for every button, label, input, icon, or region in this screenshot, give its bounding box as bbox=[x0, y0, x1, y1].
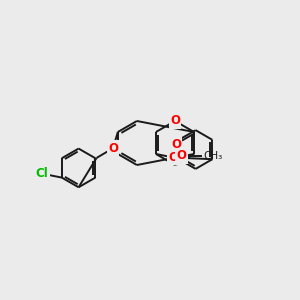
Text: O: O bbox=[171, 139, 181, 152]
Text: Cl: Cl bbox=[35, 167, 48, 180]
Text: O: O bbox=[108, 142, 118, 155]
Text: CH₃: CH₃ bbox=[204, 151, 223, 161]
Text: O: O bbox=[169, 151, 178, 164]
Text: O: O bbox=[177, 149, 187, 162]
Text: O: O bbox=[170, 115, 180, 128]
